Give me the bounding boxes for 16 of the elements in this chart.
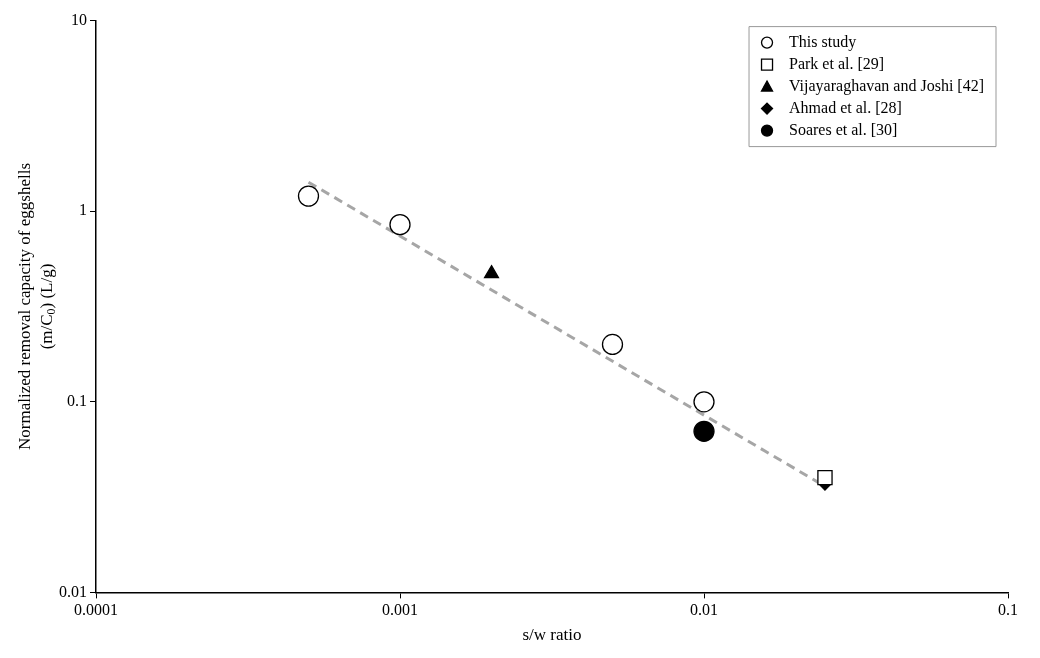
y-tick-label: 0.01 (59, 582, 87, 600)
legend-label: Park et al. [29] (789, 54, 885, 72)
y-tick-label: 0.1 (67, 392, 87, 409)
legend-label: This study (789, 32, 857, 51)
y-tick-label: 1 (79, 201, 87, 219)
x-tick-label: 0.01 (690, 601, 718, 619)
x-tick-label: 0.1 (998, 601, 1018, 619)
y-tick-label: 10 (71, 10, 87, 28)
x-tick-label: 0.001 (382, 601, 418, 619)
x-tick-label: 0.0001 (74, 601, 118, 619)
legend-label: Vijayaraghavan and Joshi [42] (789, 76, 985, 95)
legend-label: Ahmad et al. [28] (789, 98, 902, 116)
text: Normalized removal capacity of eggshells (15, 163, 35, 450)
x-axis-title: s/w ratio (522, 625, 582, 645)
text: (m/C0) (L/g) (37, 263, 59, 350)
legend-label: Soares et al. [30] (789, 120, 898, 138)
